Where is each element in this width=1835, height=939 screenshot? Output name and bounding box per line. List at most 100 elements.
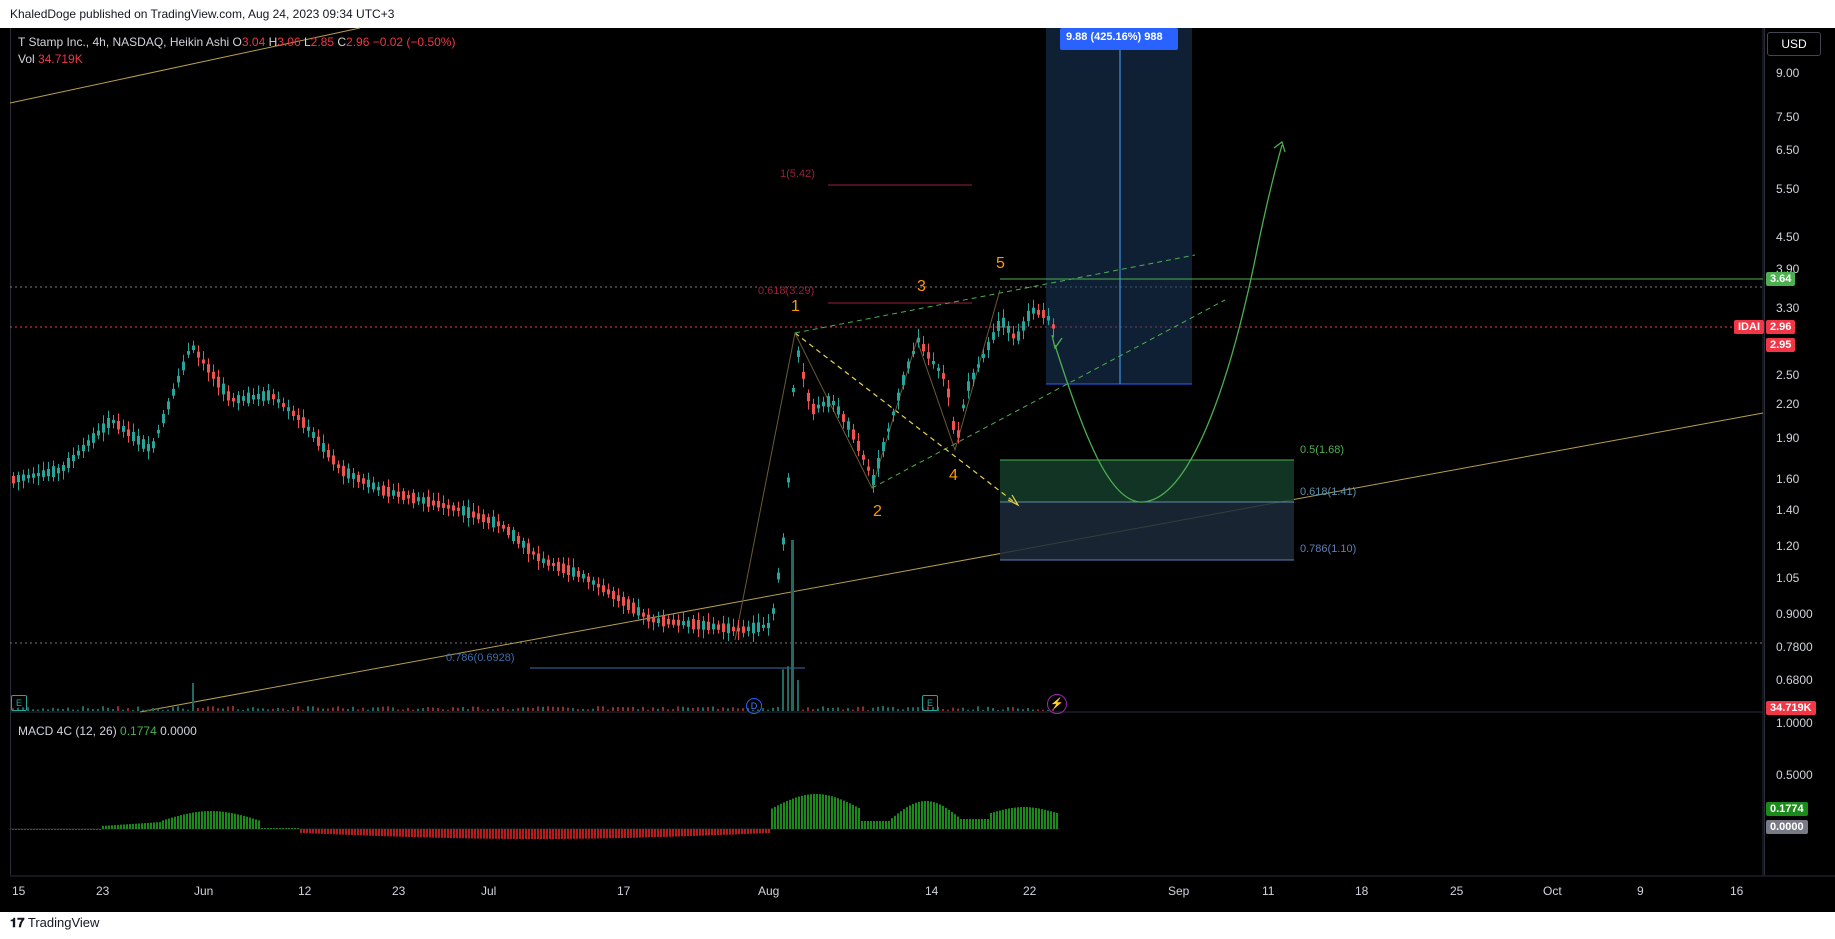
publisher-bar <box>0 0 1835 28</box>
volume-bar <box>342 708 344 711</box>
candle-body <box>162 413 165 424</box>
legend-high: 3.06 <box>277 35 301 49</box>
position-label[interactable]: 9.88 (425.16%) 988 <box>1066 31 1163 43</box>
earnings-marker-icon[interactable]: E <box>11 695 27 711</box>
macd-bar <box>723 829 725 835</box>
candle-body <box>867 466 870 471</box>
price-tick: 1.90 <box>1776 431 1800 445</box>
candle-body <box>872 475 875 485</box>
macd-legend-zero: 0.0000 <box>160 724 197 738</box>
candle-body <box>802 371 805 379</box>
dividend-marker-icon[interactable]: D <box>746 698 762 714</box>
macd-bar <box>123 824 125 829</box>
macd-bar <box>888 821 890 829</box>
candle-body <box>137 435 140 445</box>
macd-bar <box>420 829 422 838</box>
volume-bar <box>692 707 694 711</box>
macd-bar <box>714 829 716 836</box>
macd-bar <box>411 829 413 838</box>
macd-bar <box>510 829 512 839</box>
candle-body <box>202 359 205 364</box>
wave-downtrend-arrowhead <box>1007 494 1020 507</box>
candle-body <box>807 392 810 402</box>
publisher-text: KhaledDoge published on TradingView.com,… <box>10 7 395 21</box>
fib-ret-05-label: 0.5(1.68) <box>1300 444 1345 456</box>
volume-bar <box>927 706 929 711</box>
macd-bar <box>402 829 404 837</box>
macd-bar <box>981 819 983 829</box>
volume-bar <box>377 707 379 711</box>
fib-ret-0618-label: 0.618(1.41) <box>1300 486 1357 498</box>
candle-body <box>422 497 425 504</box>
tradingview-logo[interactable]: 𝟏𝟕 TradingView <box>10 915 99 931</box>
time-tick: 16 <box>1730 884 1744 898</box>
macd-bar <box>486 829 488 839</box>
last-price-badge: 2.96 <box>1766 320 1796 334</box>
macd-bar <box>1002 809 1004 829</box>
candle-body <box>1027 310 1030 322</box>
volume-bar <box>782 669 784 711</box>
macd-bar <box>1035 807 1037 829</box>
candle-body <box>577 570 580 577</box>
macd-bar <box>843 800 845 829</box>
volume-bar <box>1002 709 1004 711</box>
earnings-marker-icon-2[interactable]: E <box>922 695 938 711</box>
candle-body <box>882 442 885 452</box>
candle-body <box>712 623 715 630</box>
macd-bar <box>705 829 707 836</box>
volume-bar <box>157 708 159 711</box>
macd-bar <box>840 799 842 829</box>
macd-bar <box>186 813 188 829</box>
candle-body <box>632 602 635 614</box>
volume-bar <box>897 709 899 711</box>
macd-bar <box>399 829 401 837</box>
volume-bar <box>472 706 474 711</box>
flash-event-icon[interactable]: ⚡ <box>1047 694 1067 714</box>
volume-bar <box>277 707 279 711</box>
volume-bar <box>47 709 49 711</box>
volume-spike-bar <box>791 540 794 711</box>
currency-button[interactable]: USD <box>1767 32 1821 56</box>
chart-frame[interactable] <box>10 28 1765 875</box>
macd-bar <box>315 829 317 834</box>
candle-body <box>942 373 945 379</box>
volume-bar <box>67 707 69 711</box>
macd-bar <box>693 829 695 836</box>
macd-bar <box>471 829 473 839</box>
macd-bar <box>57 829 59 830</box>
candle-body <box>662 616 665 627</box>
volume-bar <box>997 709 999 711</box>
volume-bar <box>447 709 449 711</box>
macd-bar <box>300 829 302 833</box>
macd-bar <box>393 829 395 837</box>
candle-body <box>1002 317 1005 328</box>
candle-body <box>892 411 895 416</box>
volume-bar <box>967 709 969 711</box>
candle-body <box>537 553 540 562</box>
volume-bar <box>17 707 19 711</box>
macd-bar <box>243 815 245 829</box>
volume-bar <box>697 707 699 711</box>
volume-bar <box>642 706 644 711</box>
candle-body <box>1012 333 1015 339</box>
macd-bar <box>936 803 938 829</box>
macd-bar <box>615 829 617 839</box>
candle-body <box>527 543 530 554</box>
price-tick: 3.30 <box>1776 301 1800 315</box>
candle-body <box>672 619 675 625</box>
macd-bar <box>396 829 398 837</box>
legend-vol-value: 34.719K <box>38 52 83 66</box>
macd-bar <box>906 807 908 829</box>
wave-label-2: 2 <box>873 503 882 520</box>
candle-body <box>332 455 335 465</box>
macd-bar <box>213 811 215 829</box>
candle-body <box>512 530 515 541</box>
volume-bar <box>702 707 704 711</box>
macd-bar <box>39 829 41 830</box>
macd-bar <box>822 794 824 829</box>
macd-bar <box>1050 811 1052 829</box>
macd-bar <box>480 829 482 839</box>
volume-bar <box>462 706 464 711</box>
candle-body <box>572 567 575 577</box>
